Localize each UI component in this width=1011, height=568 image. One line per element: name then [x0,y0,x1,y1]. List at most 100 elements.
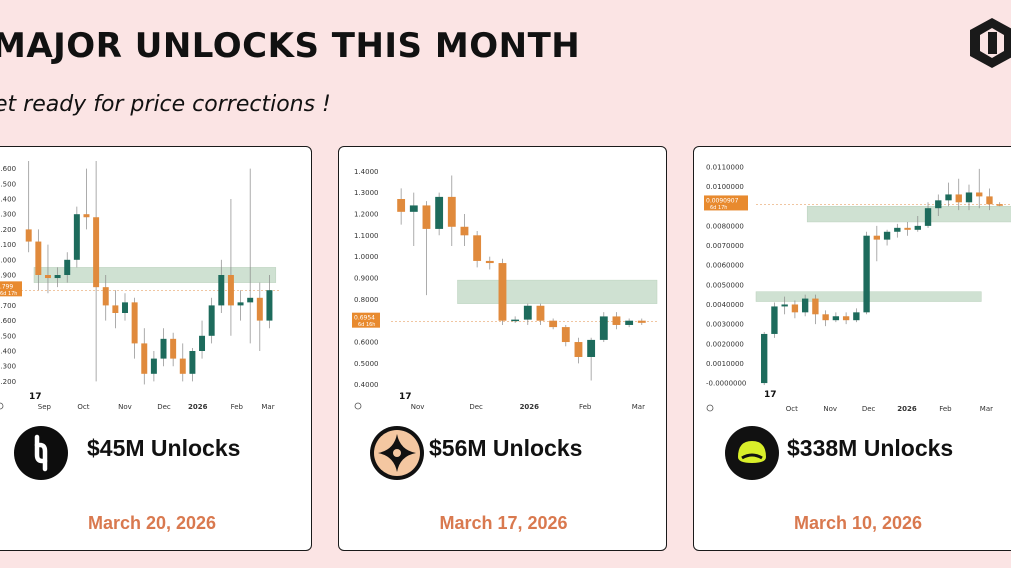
price-tag [704,195,748,211]
candle-body [549,320,558,328]
y-tick-label: 1.700 [0,302,16,310]
price-tag [352,312,380,328]
candle-body [179,358,186,374]
unlock-amount-2: $56M Unlocks [429,435,583,461]
token-logo-2-icon [369,425,425,481]
candle-body [771,306,778,334]
candle-body [160,338,167,359]
y-tick-label: 1.400 [0,348,16,356]
candle-body [25,229,32,242]
tradingview-logo-icon: 17 [399,392,412,402]
y-tick-label: 1.0000 [354,253,379,261]
candle-body [832,316,840,321]
candle-body [612,316,621,325]
y-tick-label: 0.6000 [354,339,379,347]
y-tick-label: 0.0100000 [706,183,744,191]
candle-body [447,196,456,227]
candle-body [914,225,921,230]
y-tick-label: 1.2000 [354,210,379,218]
y-tick-label: 1.500 [0,332,16,340]
y-tick-label: 2.000 [0,256,16,264]
candle-body [247,297,254,303]
y-tick-label: 2.200 [0,226,16,234]
candle-body [112,305,119,313]
candle-body [227,275,234,306]
candle-body [473,235,482,261]
candle-body [141,343,148,374]
candle-body [935,200,942,209]
candle-body [208,305,215,336]
candle-body [853,312,860,321]
candle-body [150,358,157,374]
candle-body [904,227,911,230]
candle-body [955,194,962,203]
unlock-date-1: March 20, 2026 [87,513,217,533]
candle-body [409,205,418,212]
unlock-amount-3: $338M Unlocks [787,435,954,461]
x-tick-label: Dec [157,403,171,411]
candle-body [781,304,788,307]
candle-body [83,214,90,218]
candle-body [791,304,799,313]
candle-body [812,298,819,315]
candle-body [996,204,1003,206]
chart-settings-icon [706,404,714,412]
y-tick-label: 0.9000 [354,275,379,283]
price-tag-countdown: 6d 17h [710,205,727,211]
candle-body [170,338,177,359]
candle-body [93,217,100,288]
tradingview-logo-icon: 17 [29,392,42,402]
price-tag-countdown: 6d 17h [0,291,17,297]
x-tick-label: Dec [862,405,876,413]
candle-body [435,196,444,229]
x-tick-label: Nov [411,403,425,411]
y-tick-label: 2.600 [0,165,16,173]
candle-body [35,241,42,275]
y-tick-label: 2.300 [0,211,16,219]
x-tick-label: Oct [786,405,798,413]
price-chart-3: 0.01100000.01000000.00900000.00800000.00… [704,163,1011,413]
chart-settings-icon [0,402,4,410]
candle-body [102,287,109,306]
y-tick-label: 0.0040000 [706,301,744,309]
x-tick-label: 2026 [897,405,917,413]
support-zone-1 [457,279,658,304]
y-tick-label: 1.900 [0,272,16,280]
page-title: MAJOR UNLOCKS THIS MONTH [0,26,581,66]
candle-body [511,319,520,322]
candle-body [122,302,128,313]
y-tick-label: 1.300 [0,363,16,371]
candle-body [256,297,263,321]
chart-settings-icon [354,402,362,410]
y-tick-label: 2.500 [0,180,16,188]
x-tick-label: Dec [469,403,483,411]
x-tick-label: Mar [632,403,645,411]
x-tick-label: Mar [980,405,993,413]
candle-body [131,302,138,344]
y-tick-label: 0.0110000 [706,163,744,171]
candle-body [422,205,431,229]
token-logo-1-icon [13,425,69,481]
candle-body [397,199,406,212]
candle-body [945,194,952,201]
candle-body [587,339,596,357]
x-tick-label: 2026 [188,403,208,411]
price-tag [0,281,22,297]
candle-body [536,305,545,321]
unlock-amount-1: $45M Unlocks [87,435,241,461]
y-tick-label: 0.0070000 [706,242,744,250]
candle-body [574,342,583,357]
unlock-card-2: 1.4000 1.3000 1.2000 1.1000 1.0000 0.9000 0.80… [338,146,667,551]
x-tick-label: Feb [579,403,592,411]
page-subtitle: et ready for price corrections ! [0,92,331,117]
y-tick-label: 0.8000 [354,296,379,304]
y-tick-label: 2.100 [0,241,16,249]
x-tick-label: Sep [38,403,52,411]
y-tick-label: 0.0080000 [706,222,744,230]
x-tick-label: Nov [118,403,132,411]
y-tick-label: 1.200 [0,378,16,386]
unlock-date-3: March 10, 2026 [793,513,923,533]
candle-body [523,305,532,320]
y-tick-label: 0.5000 [354,360,379,368]
unlock-date-2: March 17, 2026 [439,513,568,533]
